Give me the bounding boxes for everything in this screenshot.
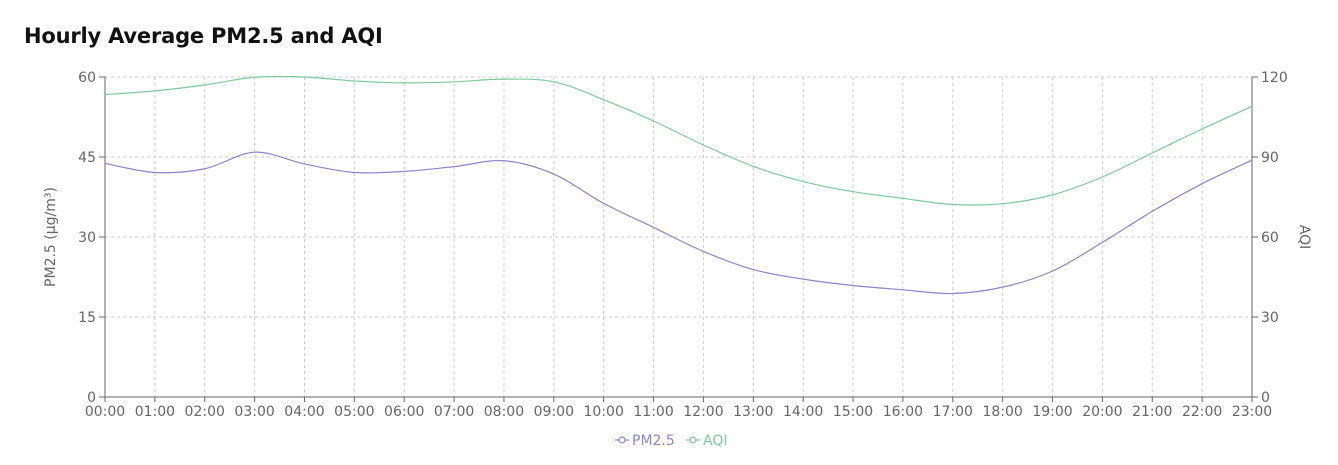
chart-title: Hourly Average PM2.5 and AQI: [24, 24, 383, 48]
y-right-axis-label: AQI: [1296, 225, 1312, 249]
y-left-tick-label: 60: [78, 70, 96, 86]
x-tick-label: 01:00: [135, 404, 175, 420]
legend-marker-icon: [689, 436, 697, 444]
y-left-ticks: 0 15 30 45 60: [78, 70, 105, 406]
x-tick-label: 04:00: [284, 404, 324, 420]
legend-item-pm2-5[interactable]: PM2.5: [615, 433, 675, 449]
x-tick-label: 09:00: [534, 404, 574, 420]
x-tick-label: 19:00: [1032, 404, 1072, 420]
y-left-tick-label: 15: [78, 310, 96, 326]
y-right-tick-label: 30: [1261, 310, 1279, 326]
legend-label: AQI: [703, 433, 727, 449]
x-ticks: 00:00 01:00 02:00 03:00 04:00 05:00 06:00 07:00…: [85, 397, 1272, 420]
legend: PM2.5 AQI: [615, 433, 727, 449]
x-tick-label: 02:00: [185, 404, 225, 420]
x-tick-label: 07:00: [434, 404, 474, 420]
x-tick-label: 15:00: [833, 404, 873, 420]
x-tick-label: 22:00: [1182, 404, 1222, 420]
y-left-tick-label: 0: [87, 390, 96, 406]
grid: [104, 76, 1253, 398]
y-right-tick-label: 90: [1261, 150, 1279, 166]
x-tick-label: 17:00: [933, 404, 973, 420]
y-right-tick-label: 60: [1261, 230, 1279, 246]
x-tick-label: 06:00: [384, 404, 424, 420]
legend-item-aqi[interactable]: AQI: [686, 433, 727, 449]
x-tick-label: 16:00: [883, 404, 923, 420]
legend-marker-icon: [618, 436, 626, 444]
x-tick-label: 18:00: [982, 404, 1022, 420]
y-left-tick-label: 45: [78, 150, 96, 166]
x-tick-label: 12:00: [683, 404, 723, 420]
legend-label: PM2.5: [632, 433, 675, 449]
x-tick-label: 03:00: [234, 404, 274, 420]
series-line-aqi: [104, 75, 1253, 206]
x-tick-label: 20:00: [1082, 404, 1122, 420]
x-tick-label: 23:00: [1232, 404, 1272, 420]
y-right-ticks: 0 30 60 90 120: [1252, 70, 1288, 406]
x-tick-label: 21:00: [1132, 404, 1172, 420]
x-tick-label: 08:00: [484, 404, 524, 420]
y-left-tick-label: 30: [78, 230, 96, 246]
x-tick-label: 00:00: [85, 404, 125, 420]
y-right-tick-label: 0: [1261, 390, 1270, 406]
y-right-tick-label: 120: [1261, 70, 1288, 86]
x-tick-label: 13:00: [733, 404, 773, 420]
series-line-pm2-5: [104, 151, 1253, 295]
x-tick-label: 14:00: [783, 404, 823, 420]
x-tick-label: 10:00: [584, 404, 624, 420]
x-tick-label: 11:00: [633, 404, 673, 420]
x-tick-label: 05:00: [334, 404, 374, 420]
y-left-axis-label: PM2.5 (μg/m³): [43, 187, 59, 287]
